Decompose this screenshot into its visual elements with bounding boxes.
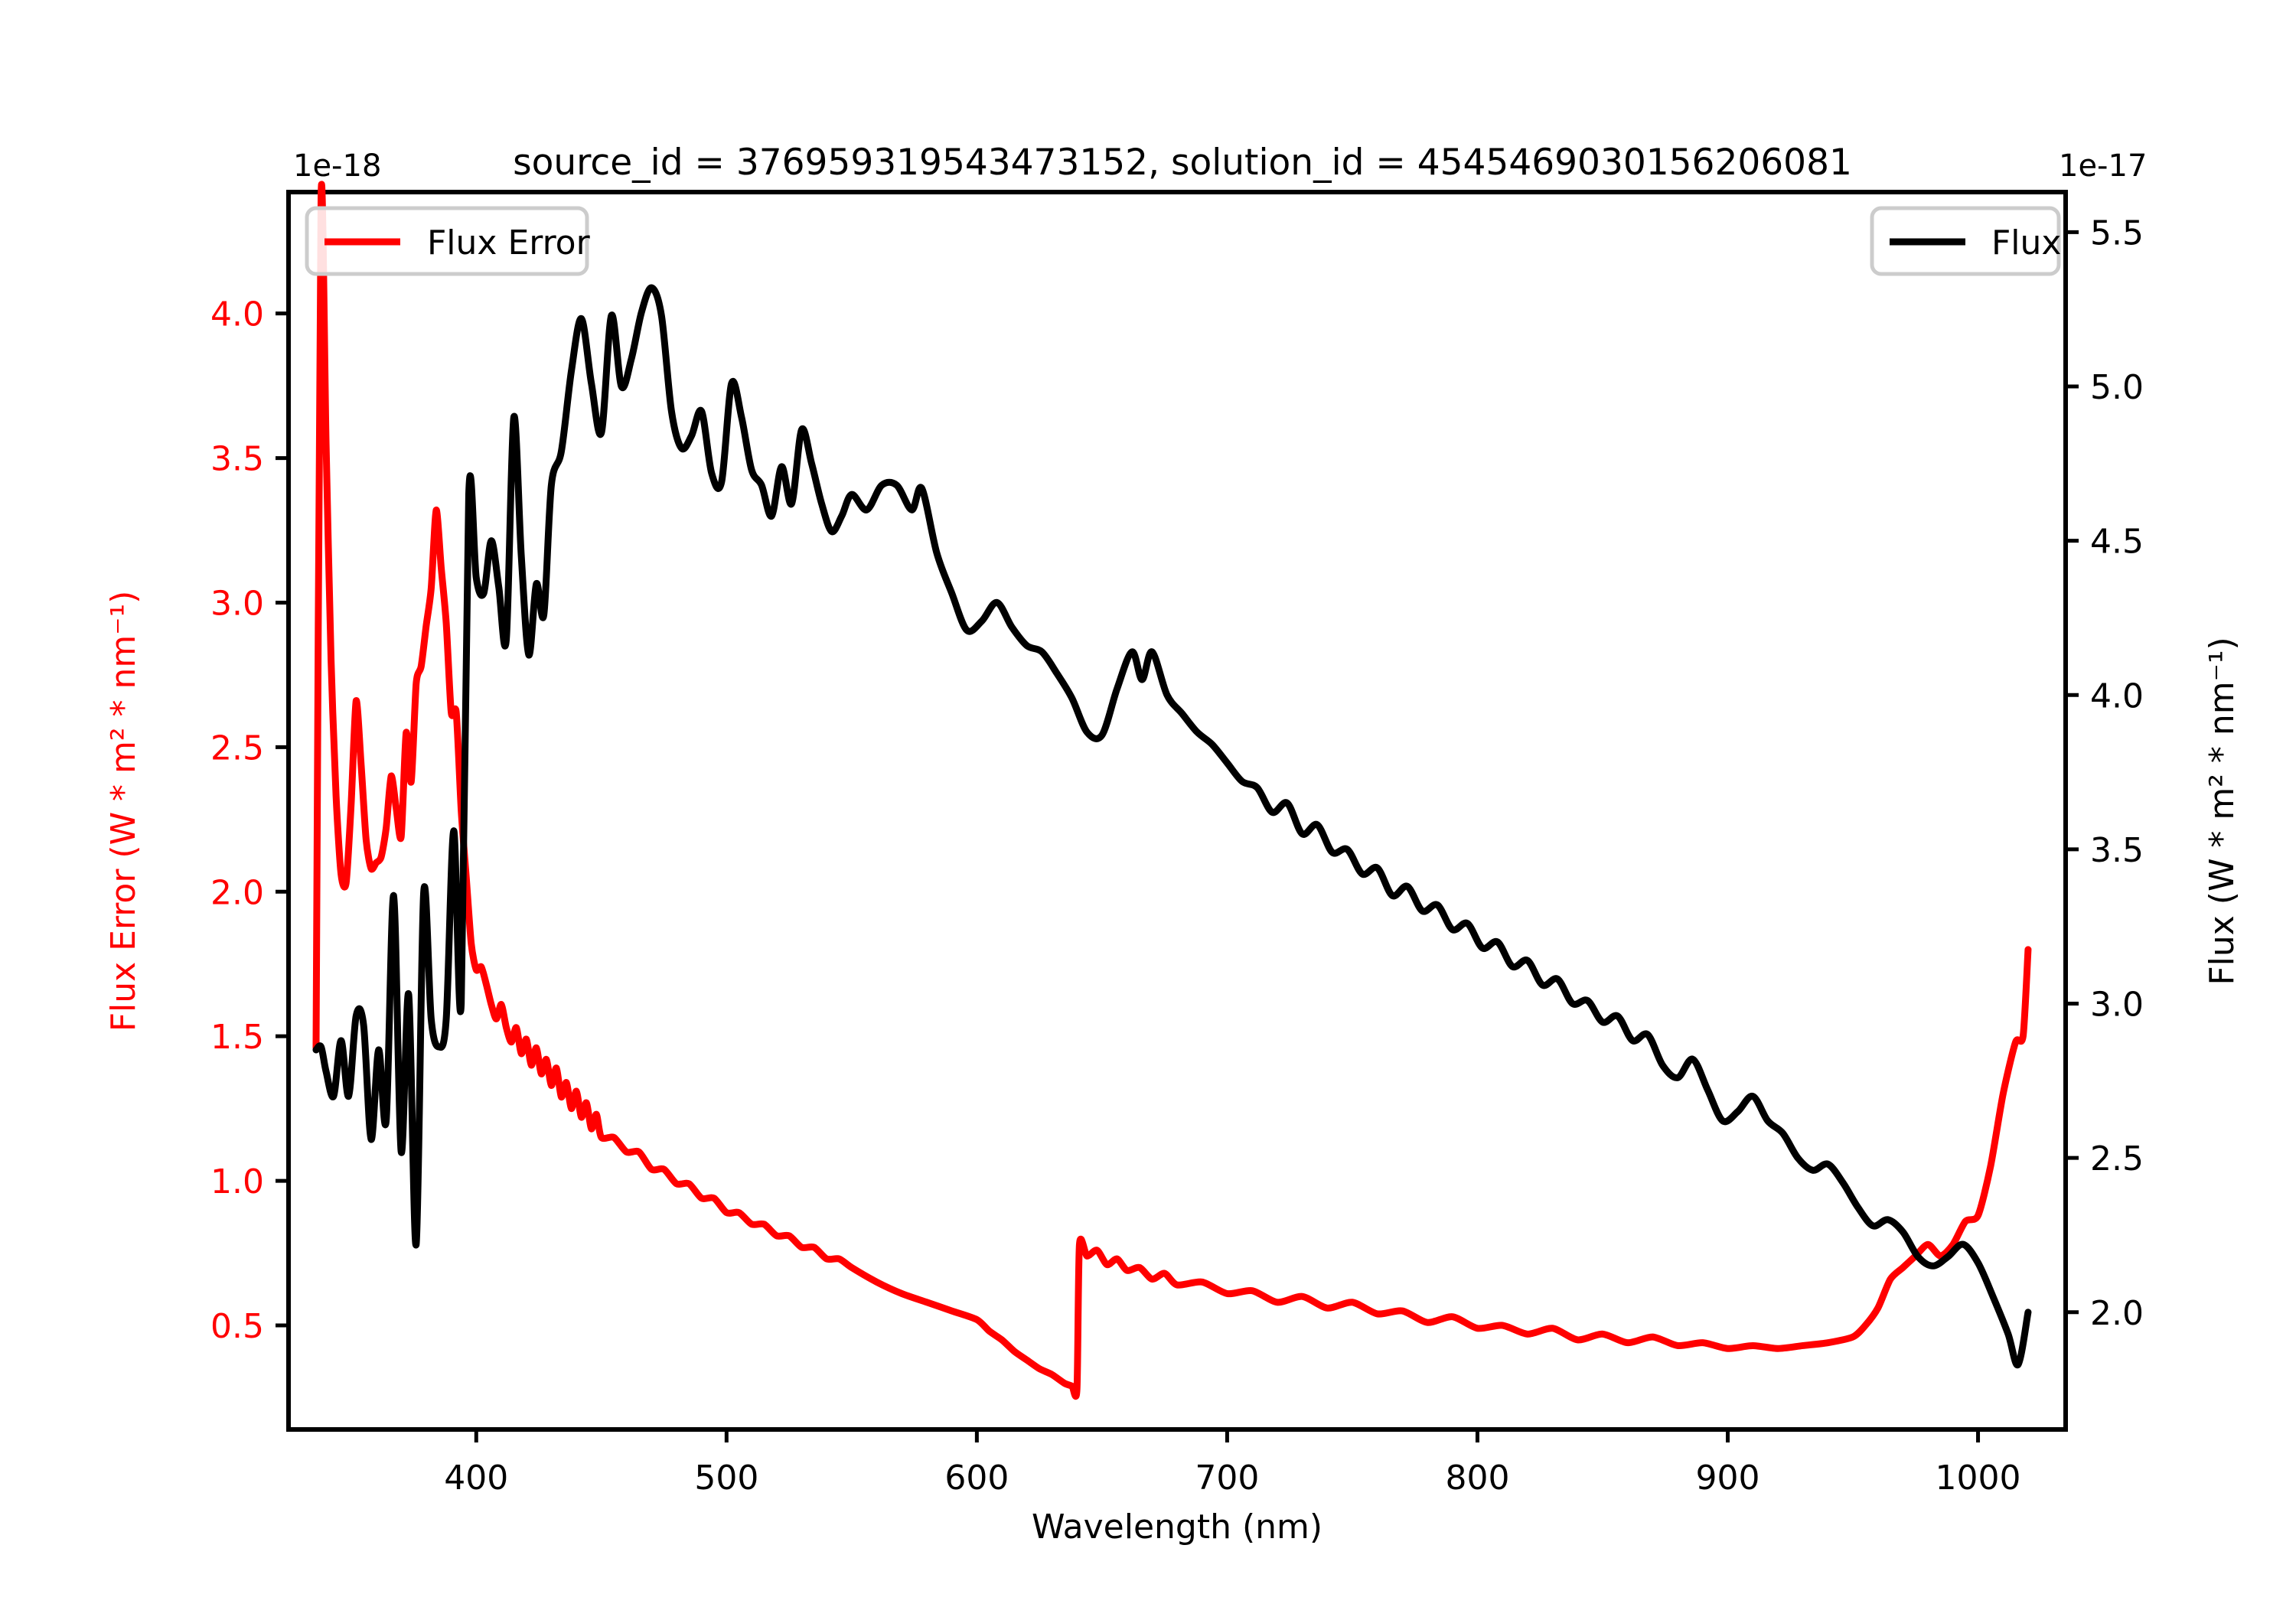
right-y-tick-label: 3.5 <box>2090 831 2144 870</box>
x-tick-label: 700 <box>1195 1459 1259 1498</box>
right-y-tick-label: 5.5 <box>2090 214 2144 253</box>
legend-flux[interactable]: Flux <box>1870 206 2061 276</box>
left-y-axis-label: Flux Error (W * m² * nm⁻¹) <box>104 591 143 1032</box>
plot-frame <box>286 190 2068 1432</box>
x-tick-label: 600 <box>944 1459 1009 1498</box>
x-axis-label: Wavelength (nm) <box>1032 1508 1322 1547</box>
left-y-tick-label: 4.0 <box>210 295 264 334</box>
x-tick-label: 900 <box>1696 1459 1760 1498</box>
axis-tick-labels: 400 500 600 700 800 900 1000 0.5 1.0 1.5 2.0 2.5 3.0… <box>210 214 2144 1498</box>
left-y-tick-label: 3.0 <box>210 584 264 623</box>
series-flux-error <box>312 181 2032 1400</box>
left-y-tick-label: 2.5 <box>210 729 264 768</box>
left-y-tick-label: 1.5 <box>210 1018 264 1057</box>
right-y-tick-label: 2.5 <box>2090 1139 2144 1178</box>
x-tick-label: 500 <box>694 1459 758 1498</box>
x-tick-label: 400 <box>444 1459 508 1498</box>
left-y-tick-label: 2.0 <box>210 873 264 912</box>
legend-flux-error[interactable]: Flux Error <box>305 206 591 276</box>
left-y-tick-label: 3.5 <box>210 440 264 479</box>
right-y-tick-label: 2.0 <box>2090 1294 2144 1333</box>
data-series-group <box>312 181 2032 1400</box>
series-flux <box>312 284 2032 1368</box>
left-y-tick-label: 0.5 <box>210 1307 264 1346</box>
right-y-axis-label: Flux (W * m² * nm⁻¹) <box>2203 637 2242 985</box>
left-y-tick-label: 1.0 <box>210 1162 264 1201</box>
legend-left-box <box>305 206 589 276</box>
right-y-tick-label: 3.0 <box>2090 986 2144 1025</box>
left-axis-offset-text: 1e-18 <box>293 148 381 184</box>
right-axis-offset-text: 1e-17 <box>2059 148 2147 184</box>
legend-right-label: Flux <box>1991 223 2061 262</box>
right-y-tick-label: 4.5 <box>2090 523 2144 562</box>
right-y-tick-label: 4.0 <box>2090 676 2144 715</box>
right-y-tick-label: 5.0 <box>2090 368 2144 407</box>
x-tick-label: 1000 <box>1936 1459 2021 1498</box>
page-title: source_id = 376959319543473152, solution… <box>513 142 1852 184</box>
legend-left-label: Flux Error <box>427 223 591 262</box>
x-tick-label: 800 <box>1445 1459 1509 1498</box>
